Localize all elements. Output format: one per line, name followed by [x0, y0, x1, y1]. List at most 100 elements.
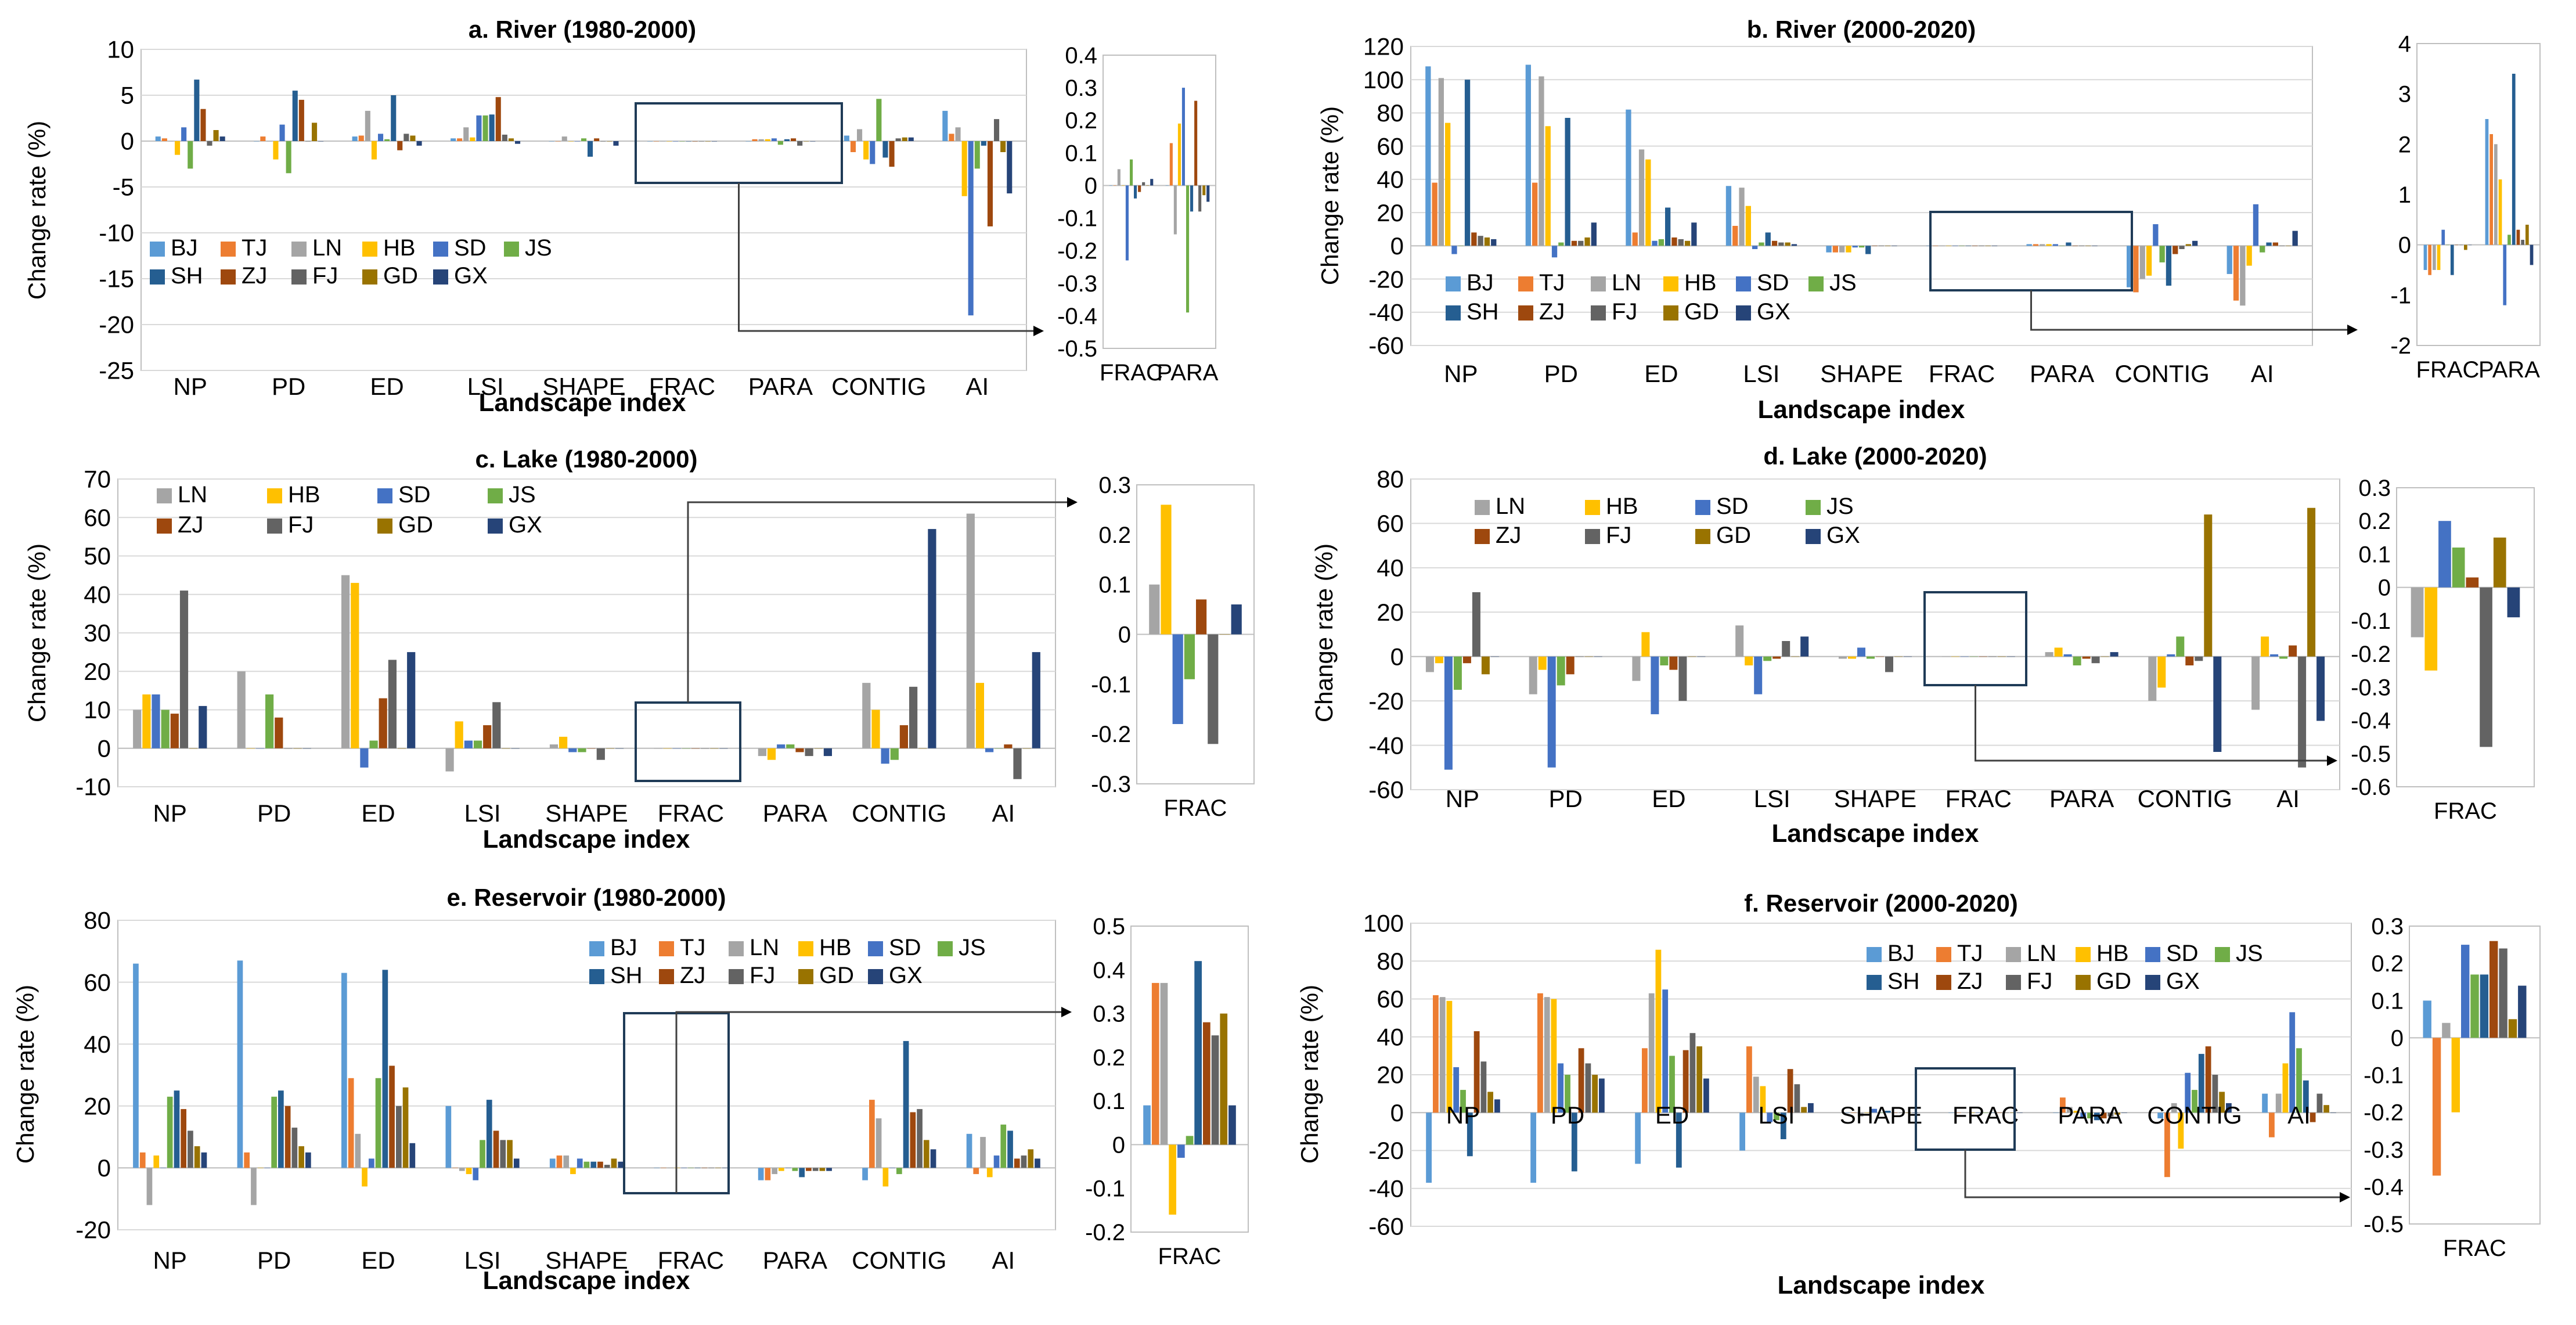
- connector-line-f: [1964, 1150, 2340, 1198]
- bar-d-JS-SHAPE: [1867, 656, 1875, 659]
- bar-c-ZJ-ED: [379, 698, 387, 748]
- bar-e-JS-CONTIG: [896, 1168, 902, 1175]
- legend-swatch-c-SD: [377, 488, 392, 503]
- bar-f-HB-NP: [1446, 1000, 1453, 1113]
- bar-inset-b-JS-PARA: [2507, 235, 2511, 245]
- y-tick-label-b: -20: [1368, 265, 1404, 293]
- bar-e-TJ-AI: [973, 1168, 979, 1175]
- bar-f-HB-AI: [2282, 1063, 2289, 1113]
- bar-b-SH-SHAPE: [1865, 246, 1871, 254]
- y-axis-title-c: Change rate (%): [23, 543, 51, 722]
- bar-b-LN-SHAPE: [1839, 246, 1845, 253]
- inset-frame-e: [1130, 926, 1249, 1233]
- bar-inset-a-JS-PARA: [1186, 185, 1190, 313]
- bar-e-GX-NP: [201, 1152, 207, 1168]
- bar-b-BJ-PD: [1525, 64, 1531, 246]
- inset-x-tick-label-e: FRAC: [1158, 1244, 1222, 1269]
- x-tick-label-a: AI: [965, 373, 989, 400]
- y-tick-label-inset-f: 0: [2391, 1025, 2404, 1051]
- y-tick-label-c: 30: [84, 620, 111, 647]
- connector-arrowhead-f: [2340, 1192, 2350, 1202]
- bar-c-JS-PD: [265, 694, 274, 748]
- legend-swatch-c-HB: [267, 488, 282, 503]
- bar-inset-b-FJ-FRAC: [2459, 244, 2463, 246]
- y-tick-label-inset-e: -0.2: [1085, 1220, 1125, 1245]
- bar-c-GX-PARA: [823, 748, 832, 757]
- legend-label-b-GD: GD: [1684, 299, 1719, 325]
- y-tick-label-a: -15: [99, 265, 134, 293]
- y-tick-label-f: -60: [1368, 1213, 1404, 1240]
- connector-arrowhead-b: [2347, 325, 2358, 335]
- bar-f-SH-CONTIG: [2198, 1054, 2204, 1113]
- legend-label-c-GD: GD: [398, 512, 433, 538]
- x-tick-label-e: AI: [992, 1247, 1015, 1274]
- bar-a-BJ-PARA: [745, 141, 751, 142]
- legend-swatch-d-JS: [1806, 500, 1821, 515]
- x-tick-label-c: NP: [153, 800, 187, 827]
- y-tick-label-c: -10: [75, 773, 111, 801]
- bar-c-ZJ-PD: [275, 717, 283, 748]
- bar-f-TJ-CONTIG: [2164, 1112, 2170, 1178]
- y-tick-label-c: 70: [84, 466, 111, 493]
- bar-a-HB-SHAPE: [568, 141, 574, 142]
- x-tick-label-b: ED: [1644, 360, 1678, 387]
- legend-label-c-GX: GX: [509, 512, 542, 538]
- y-axis-title-d: Change rate (%): [1310, 543, 1338, 722]
- bar-inset-b-BJ-PARA: [2485, 119, 2489, 245]
- y-tick-label-inset-b: 3: [2398, 82, 2411, 107]
- bar-e-JS-ED: [375, 1078, 381, 1168]
- bar-a-SD-FRAC: [673, 141, 679, 142]
- bar-c-SD-CONTIG: [881, 748, 889, 764]
- bar-f-FJ-SHAPE: [1898, 1112, 1905, 1113]
- legend-swatch-b-LN: [1591, 276, 1606, 291]
- legend-label-d-ZJ: ZJ: [1496, 523, 1521, 548]
- bar-f-SD-SHAPE: [1871, 1108, 1878, 1113]
- y-tick-label-e: 80: [84, 907, 111, 934]
- panel-d: 80 60 40 20 0 -20 -40 -60 NP PD ED LSI SHAPE FRAC PARA…: [1310, 442, 2535, 848]
- bar-e-ZJ-PARA: [806, 1168, 812, 1171]
- legend-swatch-b-GX: [1736, 305, 1751, 321]
- bar-b-GX-CONTIG: [2192, 240, 2198, 246]
- y-tick-label-a: 5: [121, 82, 134, 109]
- bar-d-GX-AI: [2316, 656, 2325, 721]
- bar-b-ZJ-NP: [1471, 232, 1477, 246]
- bar-inset-b-GD-PARA: [2525, 225, 2529, 245]
- legend-label-e-ZJ: ZJ: [680, 963, 705, 988]
- x-tick-label-a: PARA: [748, 373, 813, 400]
- bar-inset-d-GX-FRAC: [2507, 587, 2520, 618]
- bar-a-BJ-ED: [352, 136, 358, 141]
- legend-swatch-c-FJ: [267, 519, 282, 534]
- bar-e-LN-CONTIG: [876, 1118, 882, 1168]
- x-tick-label-d: PD: [1549, 785, 1583, 812]
- x-tick-label-e: SHAPE: [545, 1247, 628, 1274]
- bar-c-JS-SHAPE: [578, 748, 586, 752]
- bar-c-SD-PD: [255, 748, 265, 749]
- bar-b-LN-ED: [1638, 149, 1645, 246]
- bar-inset-d-HB-FRAC: [2424, 587, 2438, 671]
- bar-f-SH-PD: [1571, 1112, 1577, 1172]
- inset-f: 0.3 0.2 0.1 0 -0.1 -0.2 -0.3 -0.4 -0.5 FRAC: [2364, 914, 2541, 1261]
- y-tick-label-d: -60: [1368, 776, 1404, 804]
- legend-label-a-SD: SD: [454, 235, 487, 261]
- y-tick-label-inset-b: 0: [2398, 233, 2411, 258]
- bar-e-ZJ-AI: [1014, 1158, 1020, 1168]
- legend-label-e-JS: JS: [959, 935, 986, 960]
- bar-inset-b-GX-FRAC: [2468, 244, 2472, 246]
- bar-b-LN-NP: [1438, 78, 1444, 246]
- bar-inset-e-JS-FRAC: [1186, 1136, 1194, 1145]
- bar-d-JS-AI: [2279, 656, 2288, 659]
- bar-e-GD-SHAPE: [611, 1158, 617, 1168]
- legend-label-b-JS: JS: [1829, 270, 1857, 296]
- y-tick-label-b: 80: [1377, 99, 1404, 127]
- legend-label-e-BJ: BJ: [610, 935, 637, 960]
- bar-c-SD-PARA: [777, 744, 786, 748]
- bar-b-TJ-ED: [1632, 232, 1638, 246]
- y-tick-label-inset-e: 0.1: [1093, 1089, 1125, 1114]
- bar-e-JS-PD: [271, 1096, 277, 1168]
- bar-c-FJ-PARA: [805, 748, 813, 757]
- y-tick-label-inset-a: 0.2: [1065, 108, 1097, 134]
- bar-f-JS-LSI: [1774, 1112, 1779, 1121]
- legend-swatch-e-FJ: [729, 969, 744, 984]
- bar-b-LN-LSI: [1739, 188, 1745, 246]
- y-tick-label-inset-e: 0.4: [1093, 957, 1125, 983]
